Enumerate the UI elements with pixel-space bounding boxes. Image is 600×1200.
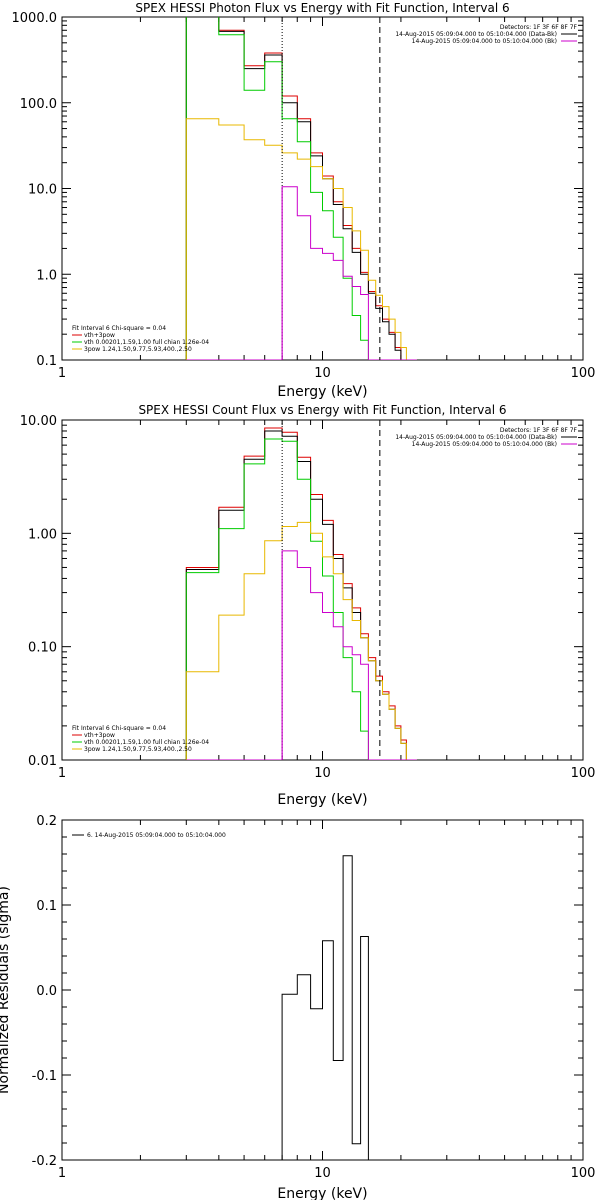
resid-legend-label: 6. 14-Aug-2015 05:09:04.000 to 05:10:04.… bbox=[87, 832, 226, 839]
series-line-0 bbox=[185, 427, 417, 760]
y-tick-label: 0.1 bbox=[36, 354, 57, 369]
fit-legend-label: vth 0.00201,1.59,1.00 full chian 1.26e-0… bbox=[84, 339, 209, 346]
series-line-3 bbox=[185, 521, 417, 760]
series-line-3 bbox=[185, 118, 417, 360]
y-tick-label: 0.10 bbox=[28, 641, 57, 656]
fit-legend-label: vth+3pow bbox=[84, 332, 115, 339]
legend-time-data: 14-Aug-2015 05:09:04.000 to 05:10:04.000… bbox=[395, 31, 557, 38]
y-tick-label: 0.1 bbox=[36, 899, 57, 914]
x-tick-label: 1 bbox=[58, 366, 66, 381]
series-line-4 bbox=[186, 550, 417, 760]
legend-time-bk: 14-Aug-2015 05:09:04.000 to 05:10:04.000… bbox=[412, 38, 557, 45]
y-tick-label: 1000.0 bbox=[12, 11, 58, 26]
x-axis-label: Energy (keV) bbox=[277, 384, 367, 400]
x-tick-label: 100 bbox=[571, 1166, 596, 1181]
legend-detectors: Detectors: 1F 3F 6F 8F 7F bbox=[500, 24, 578, 31]
series-line-1 bbox=[185, 430, 417, 760]
y-tick-label: 10.00 bbox=[20, 414, 57, 429]
plot-frame bbox=[61, 16, 584, 361]
y-tick-label: 1.00 bbox=[28, 527, 57, 542]
legend-time-data: 14-Aug-2015 05:09:04.000 to 05:10:04.000… bbox=[395, 434, 557, 441]
fit-legend-label: 3pow 1.24,1.50,9.77,5.93,400.,2.50 bbox=[84, 746, 192, 753]
x-tick-label: 100 bbox=[571, 366, 596, 381]
series-line-2 bbox=[185, 438, 417, 760]
plot-frame bbox=[61, 419, 584, 761]
y-tick-label: 0.01 bbox=[28, 754, 57, 769]
chart-title: SPEX HESSI Photon Flux vs Energy with Fi… bbox=[135, 1, 509, 15]
y-tick-label: 1.0 bbox=[36, 268, 57, 283]
series-line-2 bbox=[185, 17, 417, 360]
fit-interval-label: Fit Interval 6 Chi-square = 0.04 bbox=[72, 325, 166, 332]
series-line-0 bbox=[281, 855, 380, 1160]
series-line-0 bbox=[185, 17, 417, 360]
y-tick-label: 100.0 bbox=[20, 97, 57, 112]
y-tick-label: 0.2 bbox=[36, 814, 57, 829]
x-tick-label: 10 bbox=[314, 766, 331, 781]
fit-legend-label: 3pow 1.24,1.50,9.77,5.93,400.,2.50 bbox=[84, 346, 192, 353]
y-tick-label: 10.0 bbox=[28, 183, 57, 198]
y-tick-label: 0.0 bbox=[36, 984, 57, 999]
y-axis-label: Normalized Residuals (sigma) bbox=[0, 886, 12, 1094]
fit-legend-label: vth+3pow bbox=[84, 732, 115, 739]
y-tick-label: -0.1 bbox=[32, 1069, 57, 1084]
x-tick-label: 1 bbox=[58, 1166, 66, 1181]
x-tick-label: 10 bbox=[314, 1166, 331, 1181]
chart-title: SPEX HESSI Count Flux vs Energy with Fit… bbox=[138, 403, 506, 417]
fit-legend-label: vth 0.00201,1.59,1.00 full chian 1.26e-0… bbox=[84, 739, 209, 746]
x-axis-label: Energy (keV) bbox=[277, 1186, 367, 1200]
y-tick-label: -0.2 bbox=[32, 1154, 57, 1169]
x-tick-label: 10 bbox=[314, 366, 331, 381]
legend-time-bk: 14-Aug-2015 05:09:04.000 to 05:10:04.000… bbox=[412, 441, 557, 448]
legend-detectors: Detectors: 1F 3F 6F 8F 7F bbox=[500, 427, 578, 434]
series-line-4 bbox=[186, 186, 417, 360]
x-axis-label: Energy (keV) bbox=[277, 792, 367, 808]
x-tick-label: 1 bbox=[58, 766, 66, 781]
fit-interval-label: Fit Interval 6 Chi-square = 0.04 bbox=[72, 725, 166, 732]
x-tick-label: 100 bbox=[571, 766, 596, 781]
